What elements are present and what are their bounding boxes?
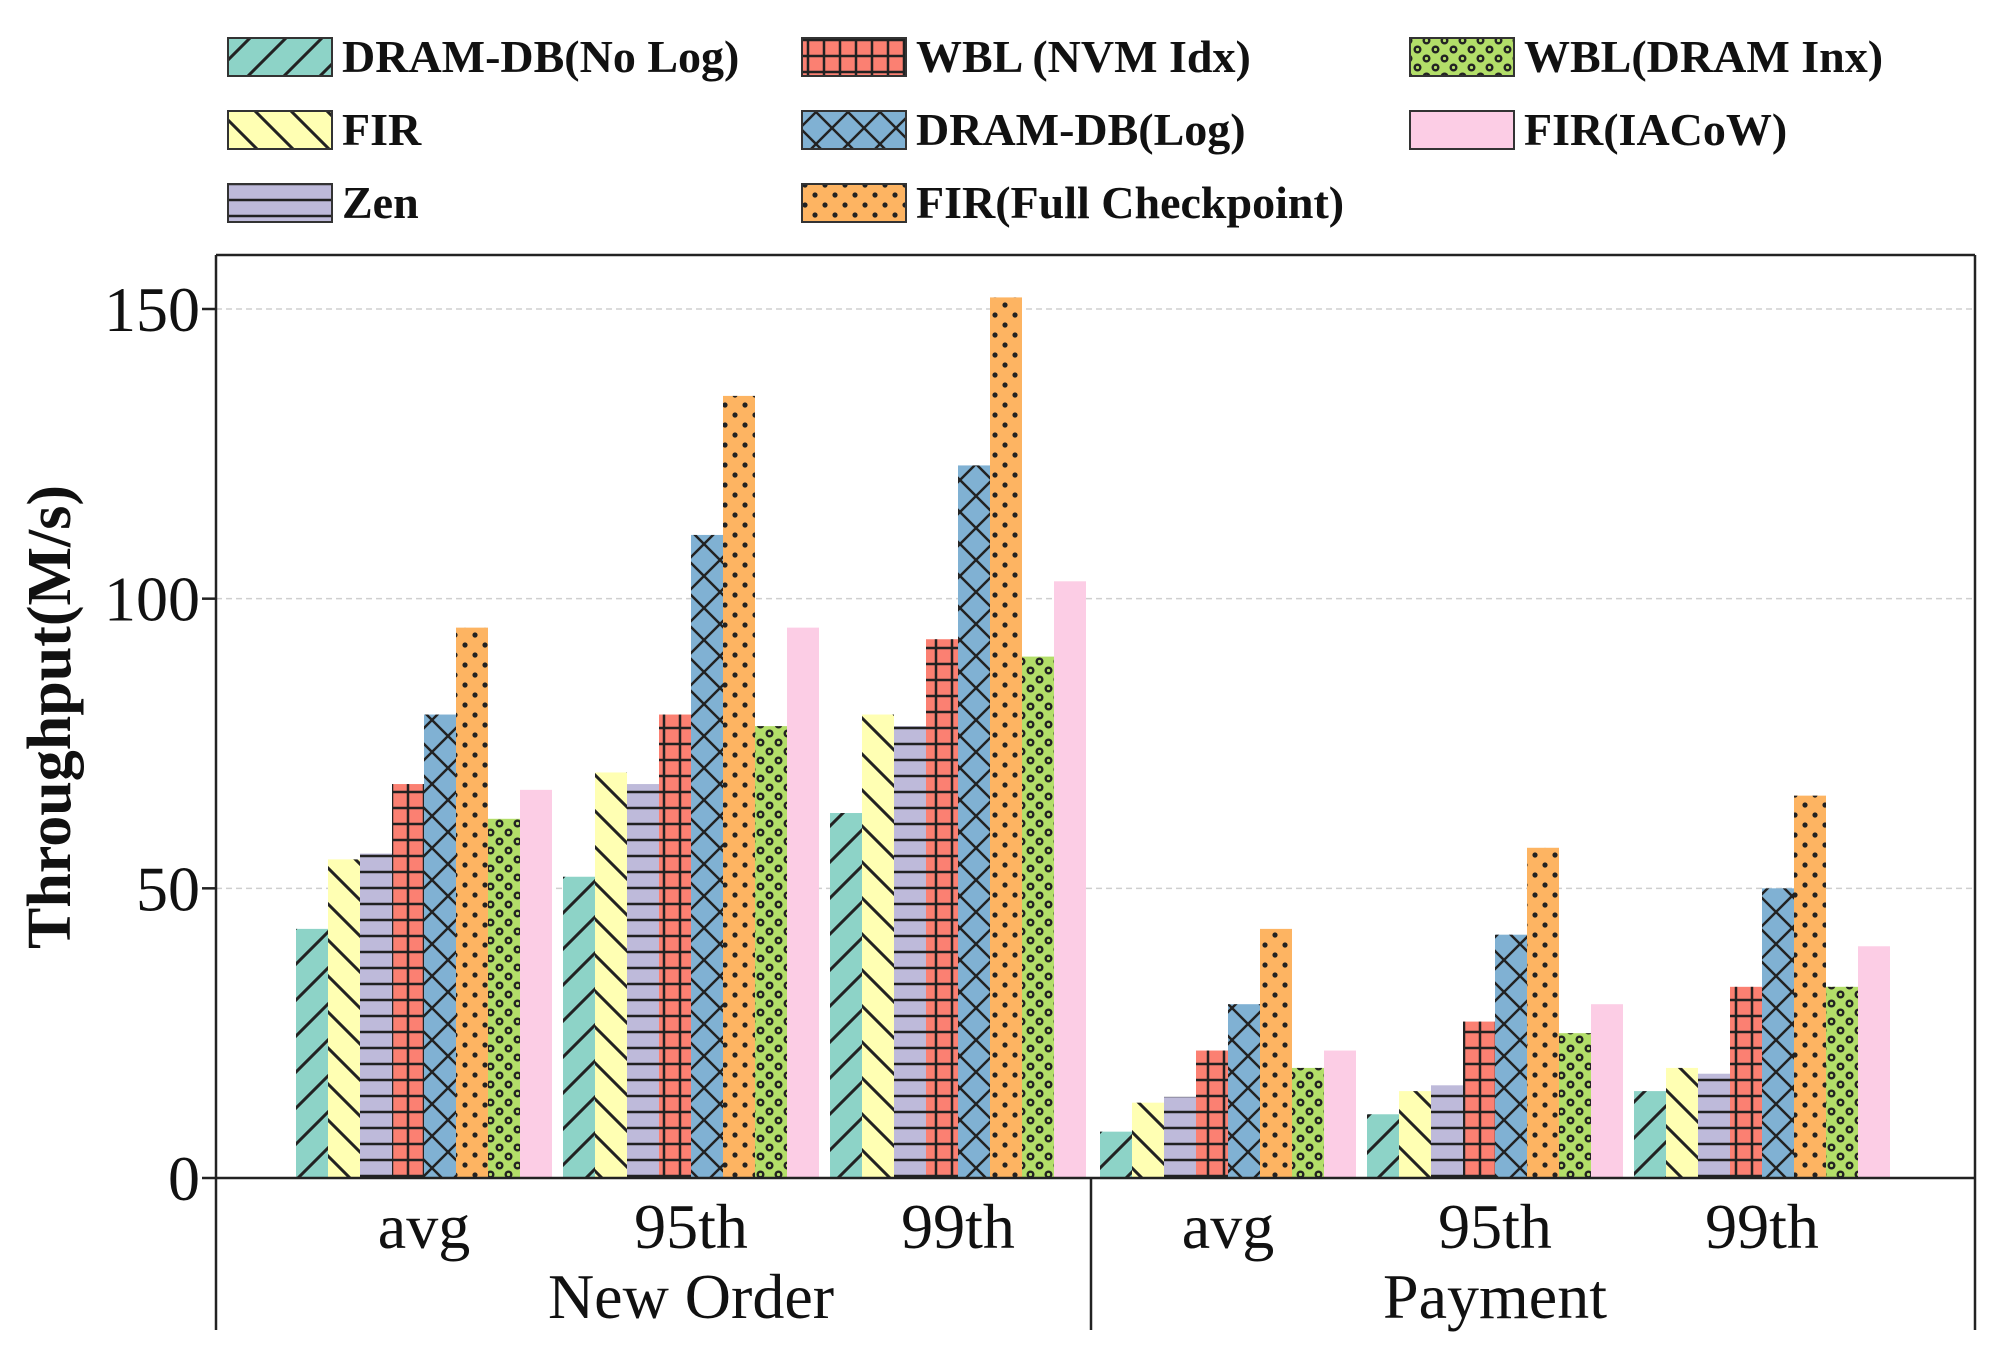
- legend-item-wbl-dram-inx: WBL(DRAM Inx): [1409, 31, 1883, 82]
- bar-zen-payment-avg: [1164, 1096, 1196, 1178]
- bar-fir-full-checkpoint-payment-95th: [1527, 847, 1559, 1178]
- x-tick-label-new-order-avg: avg: [378, 1191, 470, 1262]
- bar-dram-db-no-log-payment-95th: [1367, 1114, 1399, 1178]
- legend-item-dram-db-log: DRAM-DB(Log): [801, 104, 1246, 155]
- legend-label-zen: Zen: [342, 177, 419, 228]
- legend-item-wbl-nvm-idx: WBL (NVM Idx): [801, 31, 1251, 82]
- bar-dram-db-log-payment-95th: [1495, 934, 1527, 1178]
- bar-fir-iacow-payment-95th: [1591, 1004, 1623, 1178]
- bar-fir-full-checkpoint-new-order-95th: [723, 395, 755, 1178]
- legend-item-zen: Zen: [227, 177, 419, 228]
- bar-zen-payment-99th: [1698, 1073, 1730, 1178]
- legend-item-dram-db-no-log: DRAM-DB(No Log): [227, 31, 739, 82]
- bar-fir-iacow-payment-99th: [1858, 946, 1890, 1178]
- axes: [214, 253, 1977, 1330]
- bar-wbl-nvm-idx-new-order-95th: [659, 714, 691, 1178]
- legend-label-wbl-nvm-idx: WBL (NVM Idx): [916, 31, 1251, 82]
- bar-wbl-dram-inx-new-order-95th: [755, 726, 787, 1178]
- bar-dram-db-no-log-payment-avg: [1100, 1131, 1132, 1178]
- y-tick-label-100: 100: [104, 564, 200, 635]
- bar-wbl-dram-inx-payment-95th: [1559, 1033, 1591, 1178]
- bar-fir-iacow-new-order-99th: [1054, 581, 1086, 1178]
- bar-wbl-nvm-idx-new-order-99th: [926, 639, 958, 1178]
- bar-dram-db-no-log-new-order-99th: [830, 813, 862, 1178]
- bar-dram-db-log-new-order-95th: [691, 534, 723, 1178]
- bar-wbl-nvm-idx-payment-avg: [1196, 1050, 1228, 1178]
- y-tick-label-50: 50: [136, 853, 200, 924]
- legend-item-fir-iacow: FIR(IACoW): [1409, 104, 1787, 155]
- bar-fir-full-checkpoint-payment-avg: [1260, 928, 1292, 1178]
- bar-fir-new-order-99th: [862, 714, 894, 1178]
- bar-wbl-dram-inx-payment-99th: [1826, 986, 1858, 1178]
- legend-item-fir: FIR: [227, 104, 422, 155]
- bar-fir-full-checkpoint-new-order-avg: [456, 627, 488, 1178]
- legend: DRAM-DB(No Log) WBL (NVM Idx) WBL(DRAM Inx…: [227, 31, 1883, 228]
- legend-item-fir-full-checkpoint: FIR(Full Checkpoint): [801, 177, 1344, 228]
- bar-dram-db-no-log-payment-99th: [1634, 1091, 1666, 1178]
- x-tick-label-payment-95th: 95th: [1438, 1191, 1552, 1262]
- bar-wbl-dram-inx-new-order-avg: [488, 818, 520, 1178]
- legend-label-dram-db-log: DRAM-DB(Log): [916, 104, 1246, 155]
- bar-fir-new-order-95th: [595, 772, 627, 1178]
- legend-label-fir: FIR: [342, 104, 422, 155]
- bar-wbl-dram-inx-payment-avg: [1292, 1067, 1324, 1178]
- group-label-payment: Payment: [1383, 1261, 1607, 1332]
- bar-wbl-dram-inx-new-order-99th: [1022, 656, 1054, 1178]
- legend-label-fir-iacow: FIR(IACoW): [1524, 104, 1787, 155]
- bar-fir-payment-95th: [1399, 1091, 1431, 1178]
- bar-wbl-nvm-idx-payment-95th: [1463, 1021, 1495, 1178]
- bar-fir-full-checkpoint-new-order-99th: [990, 297, 1022, 1178]
- bar-wbl-nvm-idx-payment-99th: [1730, 986, 1762, 1178]
- bar-fir-iacow-new-order-95th: [787, 627, 819, 1178]
- legend-label-wbl-dram-inx: WBL(DRAM Inx): [1524, 31, 1883, 82]
- bar-dram-db-log-new-order-99th: [958, 465, 990, 1178]
- bar-wbl-nvm-idx-new-order-avg: [392, 784, 424, 1178]
- bar-zen-new-order-avg: [360, 853, 392, 1178]
- bar-fir-new-order-avg: [328, 859, 360, 1178]
- x-tick-label-new-order-95th: 95th: [634, 1191, 748, 1262]
- bars: [296, 297, 1890, 1178]
- x-tick-label-payment-99th: 99th: [1705, 1191, 1819, 1262]
- bar-dram-db-log-payment-avg: [1228, 1004, 1260, 1178]
- bar-fir-iacow-new-order-avg: [520, 789, 552, 1178]
- x-tick-label-new-order-99th: 99th: [901, 1191, 1015, 1262]
- group-label-new-order: New Order: [548, 1261, 834, 1332]
- bar-dram-db-no-log-new-order-95th: [563, 876, 595, 1178]
- bar-dram-db-log-new-order-avg: [424, 714, 456, 1178]
- y-tick-label-150: 150: [104, 274, 200, 345]
- y-tick-label-0: 0: [168, 1143, 200, 1214]
- x-axis-labels: avg 95th 99th avg 95th 99th New Order Payment: [378, 1191, 1819, 1332]
- bar-fir-full-checkpoint-payment-99th: [1794, 795, 1826, 1178]
- x-tick-label-payment-avg: avg: [1182, 1191, 1274, 1262]
- legend-label-dram-db-no-log: DRAM-DB(No Log): [342, 31, 739, 82]
- bar-zen-new-order-95th: [627, 784, 659, 1178]
- bar-fir-iacow-payment-avg: [1324, 1050, 1356, 1178]
- bar-dram-db-log-payment-99th: [1762, 888, 1794, 1178]
- bar-zen-new-order-99th: [894, 726, 926, 1178]
- y-axis-ticks: 0 50 100 150: [104, 274, 216, 1214]
- bar-dram-db-no-log-new-order-avg: [296, 928, 328, 1178]
- legend-swatch-fir-iacow: [1410, 111, 1514, 149]
- bar-zen-payment-95th: [1431, 1085, 1463, 1178]
- bar-fir-payment-avg: [1132, 1102, 1164, 1178]
- bar-fir-payment-99th: [1666, 1067, 1698, 1178]
- legend-label-fir-full-checkpoint: FIR(Full Checkpoint): [916, 177, 1344, 228]
- y-axis-label: Throughput(M/s): [16, 485, 84, 949]
